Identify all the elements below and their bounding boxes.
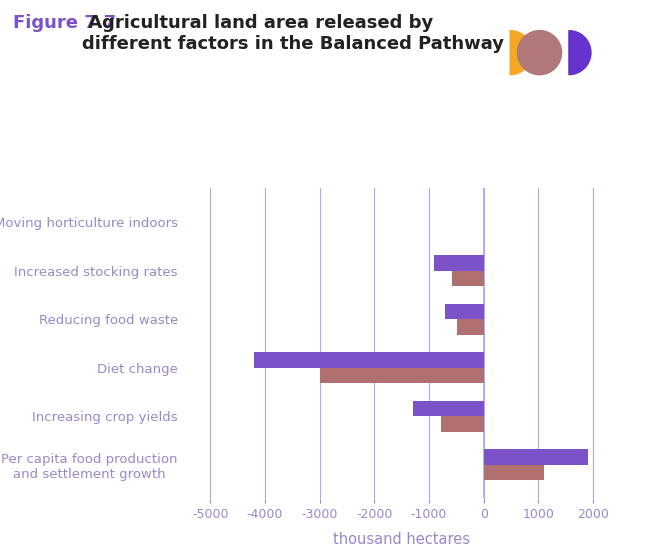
Wedge shape: [510, 30, 532, 75]
Bar: [484, 449, 588, 465]
X-axis label: thousand hectares: thousand hectares: [333, 532, 470, 547]
Bar: [441, 416, 484, 432]
Bar: [413, 401, 484, 416]
Bar: [484, 465, 544, 480]
Bar: [319, 368, 484, 383]
Bar: [457, 319, 484, 335]
Bar: [434, 255, 484, 271]
Text: Agricultural land area released by
different factors in the Balanced Pathway: Agricultural land area released by diffe…: [82, 14, 503, 53]
Bar: [254, 352, 484, 368]
Wedge shape: [569, 30, 591, 75]
Circle shape: [517, 30, 562, 75]
Bar: [445, 304, 484, 319]
Text: Figure 7.7: Figure 7.7: [13, 14, 116, 32]
Bar: [452, 271, 484, 286]
